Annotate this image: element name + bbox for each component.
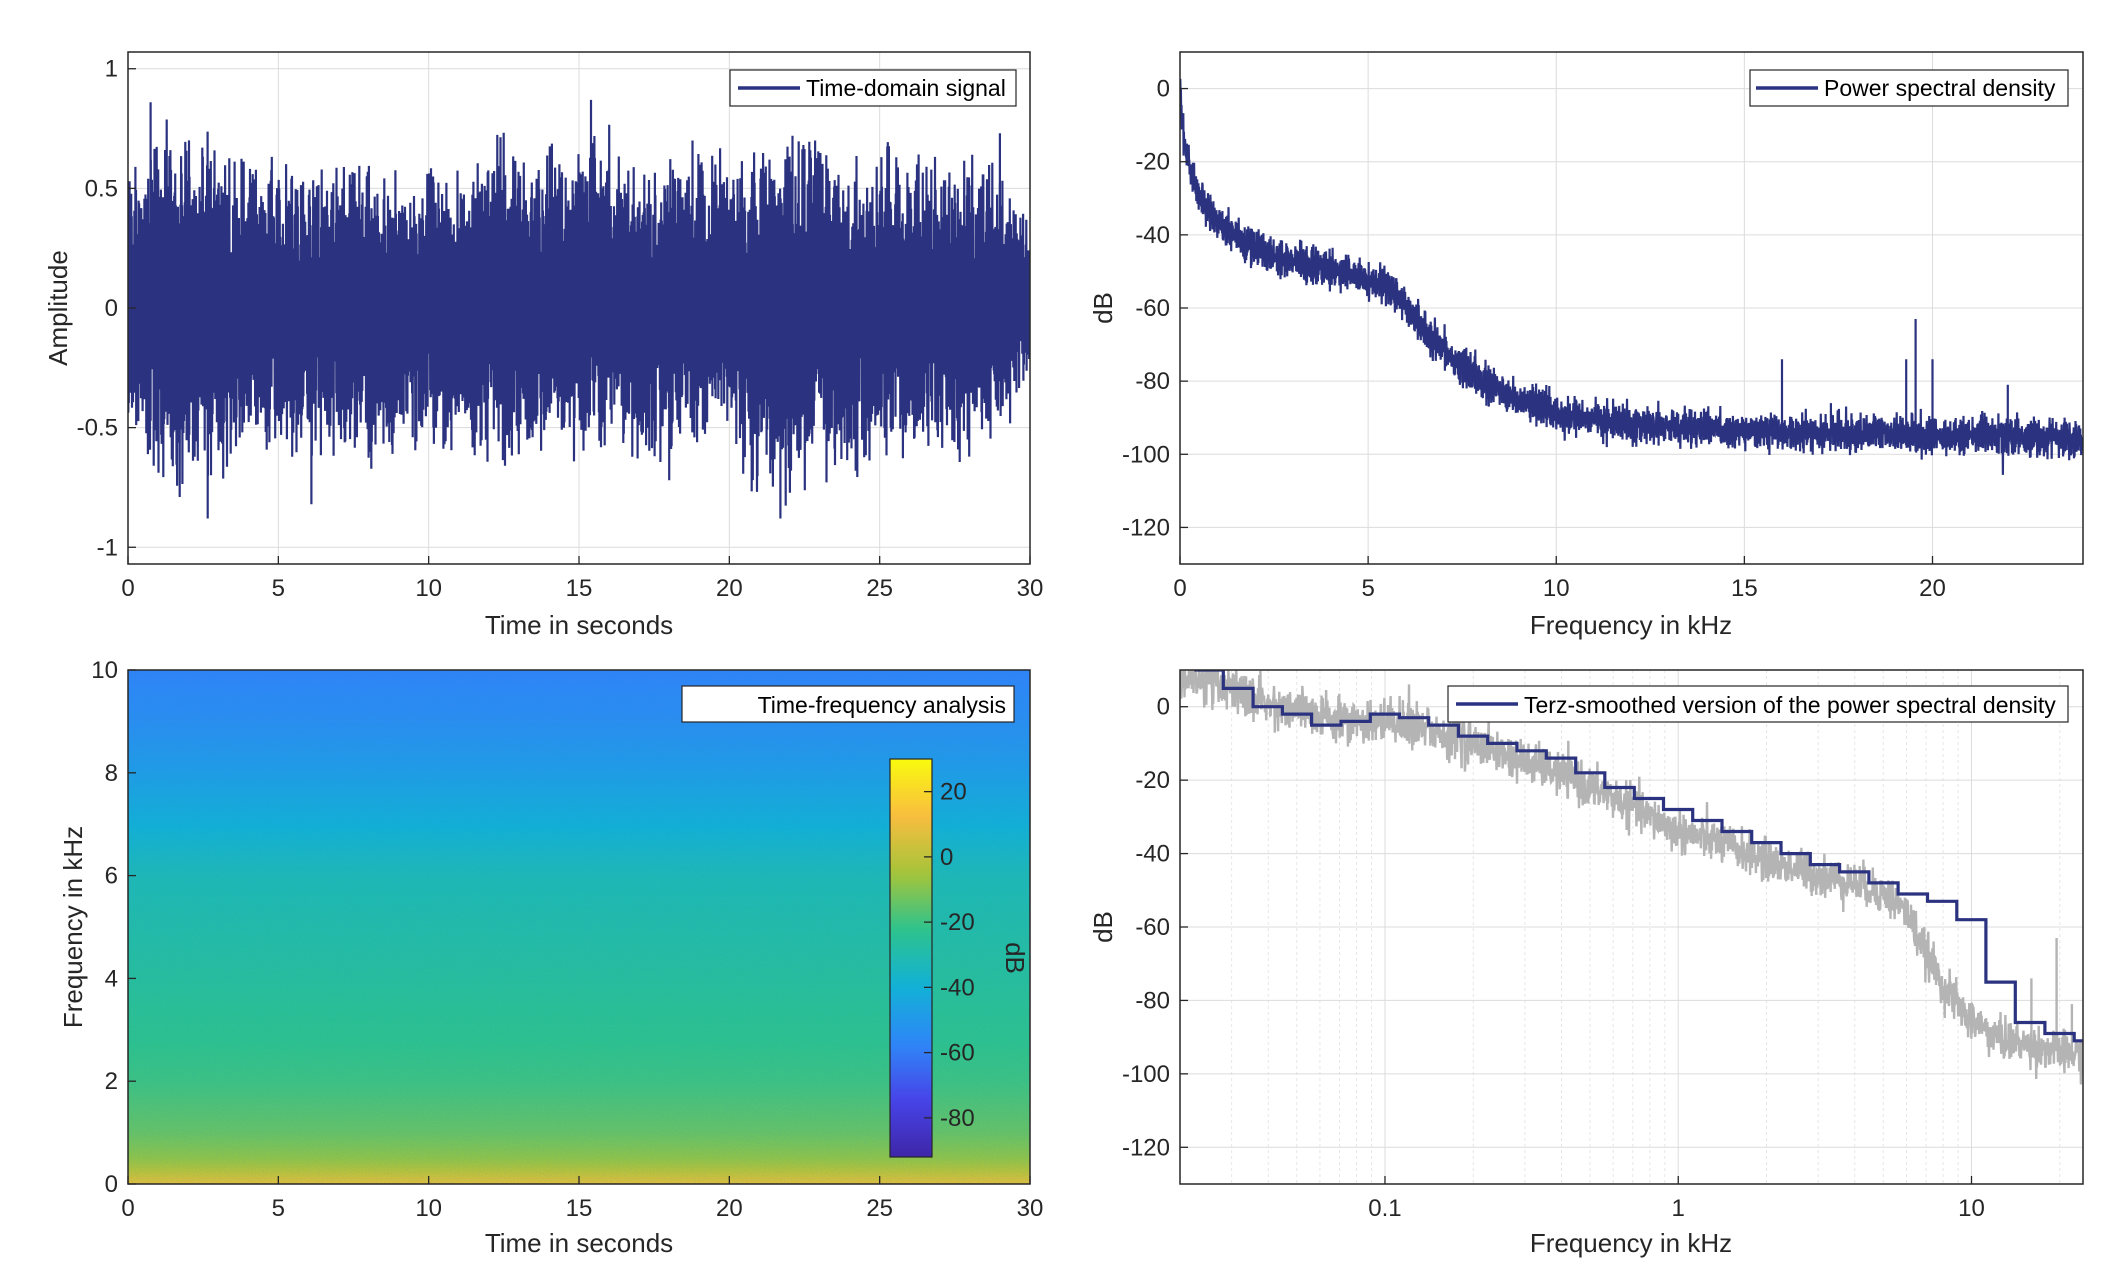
y-tick-labels: -120 -100 -80 -60 -40 -20 0	[1122, 694, 1188, 1161]
colorbar-tick-label: 20	[940, 779, 967, 806]
x-tick-label: 1	[1672, 1195, 1685, 1222]
y-tick-label: -40	[1135, 841, 1170, 868]
y-tick-label: 0	[105, 1171, 118, 1198]
x-tick-labels: 0 5 10 15 20 25 30	[121, 556, 1043, 602]
x-axis-label: Frequency in kHz	[1530, 1228, 1732, 1258]
y-tick-labels: 0 2 4 6 8 10	[91, 657, 136, 1198]
psd-line	[1180, 78, 2083, 475]
x-tick-label: 5	[1361, 575, 1374, 602]
x-tick-label: 5	[272, 1195, 285, 1222]
chart-title: Time-frequency analysis	[758, 692, 1006, 718]
y-tick-label: -1	[97, 534, 118, 561]
y-tick-label: 4	[105, 965, 118, 992]
y-tick-label: 10	[91, 657, 118, 684]
y-axis-label: dB	[1088, 292, 1118, 324]
y-tick-label: -120	[1122, 1134, 1170, 1161]
colorbar-tick-label: -80	[940, 1105, 975, 1132]
y-axis-label: dB	[1088, 911, 1118, 943]
y-tick-label: -120	[1122, 514, 1170, 541]
y-tick-label: -20	[1135, 767, 1170, 794]
legend: Time-domain signal	[729, 69, 1017, 107]
y-tick-label: 0	[105, 295, 118, 322]
x-axis-label: Time in seconds	[485, 610, 673, 640]
x-tick-label: 5	[272, 575, 285, 602]
spectrogram-texture	[128, 670, 1030, 1184]
y-axis-label: Frequency in kHz	[58, 826, 88, 1028]
colorbar-tick-label: -20	[940, 909, 975, 936]
x-tick-label: 10	[415, 1195, 442, 1222]
time-domain-signal-line	[128, 99, 1030, 519]
y-tick-label: 0	[1157, 694, 1170, 721]
x-tick-labels: 0.1 1 10	[1368, 1176, 1985, 1222]
y-tick-label: -100	[1122, 1061, 1170, 1088]
legend: Power spectral density	[1749, 69, 2069, 107]
legend: Terz-smoothed version of the power spect…	[1447, 685, 2069, 723]
x-tick-label: 25	[866, 1195, 893, 1222]
y-tick-label: 6	[105, 863, 118, 890]
colorbar-tick-label: 0	[940, 844, 953, 871]
x-tick-label: 15	[566, 1195, 593, 1222]
y-tick-label: -80	[1135, 368, 1170, 395]
legend-entry: Power spectral density	[1824, 75, 2056, 101]
title-box: Time-frequency analysis	[681, 685, 1015, 723]
x-tick-label: 30	[1017, 1195, 1044, 1222]
colorbar-scale	[889, 758, 933, 1158]
x-tick-label: 15	[1731, 575, 1758, 602]
x-axis-label: Time in seconds	[485, 1228, 673, 1258]
y-tick-label: -40	[1135, 222, 1170, 249]
legend-entry: Time-domain signal	[806, 75, 1006, 101]
y-tick-label: 0.5	[85, 175, 118, 202]
legend-entry: Terz-smoothed version of the power spect…	[1524, 692, 2056, 718]
x-tick-label: 25	[866, 575, 893, 602]
x-tick-labels: 0 5 10 15 20 25 30	[121, 1176, 1043, 1222]
psd-plot: 0 5 10 15 20 -120 -100 -80 -60 -40 -20 0 Frequency…	[1088, 51, 2084, 640]
terz-smoothed-plot: 0.1 1 10 -120 -100 -80 -60 -40 -20 0 Frequency i…	[1088, 669, 2084, 1258]
y-tick-label: -0.5	[77, 415, 118, 442]
x-tick-labels: 0 5 10 15 20	[1173, 556, 1946, 602]
y-tick-label: -60	[1135, 295, 1170, 322]
y-tick-labels: -120 -100 -80 -60 -40 -20 0	[1122, 76, 1188, 541]
x-tick-label: 30	[1017, 575, 1044, 602]
time-domain-plot: 0 5 10 15 20 25 30 -1 -0.5 0 0.5 1 Time in seconds…	[43, 51, 1043, 640]
x-tick-label: 20	[716, 1195, 743, 1222]
y-tick-label: 8	[105, 760, 118, 787]
y-tick-label: 2	[105, 1068, 118, 1095]
y-tick-label: 1	[105, 56, 118, 83]
y-tick-label: -60	[1135, 914, 1170, 941]
x-tick-label: 15	[566, 575, 593, 602]
y-tick-label: -100	[1122, 441, 1170, 468]
x-tick-label: 20	[1919, 575, 1946, 602]
spectrogram-plot: 0 5 10 15 20 25 30 0 2 4 6 8 10 Time in seconds Fre…	[58, 657, 1043, 1258]
y-tick-label: -20	[1135, 149, 1170, 176]
y-tick-label: -80	[1135, 987, 1170, 1014]
x-tick-label: 20	[716, 575, 743, 602]
x-tick-label: 10	[1543, 575, 1570, 602]
x-tick-label: 0	[1173, 575, 1186, 602]
x-axis-label: Frequency in kHz	[1530, 610, 1732, 640]
x-tick-label: 10	[1958, 1195, 1985, 1222]
colorbar: 20 0 -20 -40 -60 -80 dB	[889, 758, 1030, 1158]
terz-smoothed-step-line	[1194, 670, 2083, 1043]
colorbar-tick-label: -60	[940, 1040, 975, 1067]
y-tick-labels: -1 -0.5 0 0.5 1	[77, 56, 136, 561]
colorbar-tick-label: -40	[940, 974, 975, 1001]
colorbar-label: dB	[1000, 942, 1030, 974]
colorbar-ticks: 20 0 -20 -40 -60 -80	[924, 779, 975, 1132]
x-tick-label: 0	[121, 575, 134, 602]
x-tick-label: 10	[415, 575, 442, 602]
raw-psd-line	[1180, 670, 2083, 1085]
y-tick-label: 0	[1157, 76, 1170, 103]
x-tick-label: 0	[121, 1195, 134, 1222]
y-axis-label: Amplitude	[43, 250, 73, 366]
legend-box	[1447, 685, 2069, 723]
x-tick-label: 0.1	[1368, 1195, 1401, 1222]
